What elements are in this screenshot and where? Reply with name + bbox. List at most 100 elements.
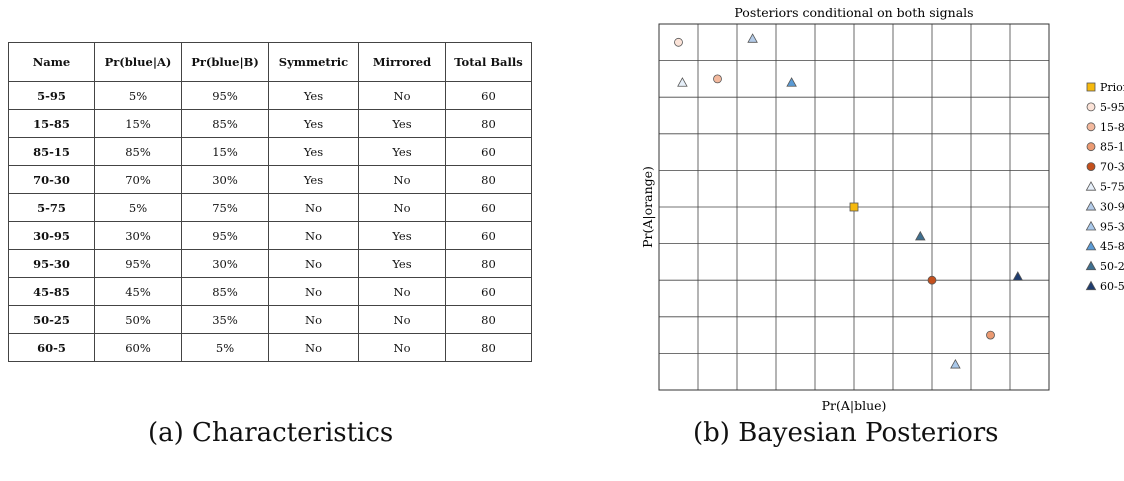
table-cell: 15%: [181, 137, 269, 166]
table-row: 95-30 95% 30% No Yes 80: [8, 249, 532, 278]
table-cell: Yes: [358, 109, 446, 138]
legend-marker-60-5: [1085, 280, 1097, 291]
table-cell: 30-95: [8, 221, 95, 250]
data-point-5-95: [674, 37, 683, 47]
table-cell: 95%: [181, 221, 269, 250]
table-cell: 60%: [94, 333, 182, 362]
table-cell: 95%: [94, 249, 182, 278]
table-cell: 30%: [181, 249, 269, 278]
table-cell: Yes: [358, 249, 446, 278]
table-cell: 80: [445, 249, 532, 278]
table-cell: No: [358, 277, 446, 306]
table-cell: Yes: [268, 109, 359, 138]
column-header-pr-blue-a: Pr(blue|A): [94, 42, 182, 82]
table-cell: Yes: [268, 165, 359, 194]
chart-title: Posteriors conditional on both signals: [734, 5, 973, 20]
data-point-5-75: [677, 77, 688, 87]
table-cell: 85%: [94, 137, 182, 166]
table-header-row: Name Pr(blue|A) Pr(blue|B) Symmetric Mir…: [8, 42, 532, 82]
table-row: 15-85 15% 85% Yes Yes 80: [8, 109, 532, 138]
table-cell: 30%: [94, 221, 182, 250]
characteristics-table: Name Pr(blue|A) Pr(blue|B) Symmetric Mir…: [8, 42, 532, 362]
posterior-scatter-chart: Posteriors conditional on both signals Pr…: [640, 5, 1124, 413]
table-cell: 80: [445, 305, 532, 334]
legend-label: Prior: [1100, 81, 1124, 94]
table-cell: 60: [445, 277, 532, 306]
data-point-45-85: [786, 77, 797, 87]
table-cell: 60: [445, 137, 532, 166]
legend-label: 30-95: [1100, 200, 1124, 213]
table-row: 85-15 85% 15% Yes Yes 60: [8, 137, 532, 166]
table-cell: Yes: [268, 137, 359, 166]
table-cell: 45%: [94, 277, 182, 306]
column-header-name: Name: [8, 42, 95, 82]
legend-marker-30-95: [1085, 200, 1097, 211]
table-cell: Yes: [358, 137, 446, 166]
table-cell: No: [358, 81, 446, 110]
table-cell: 80: [445, 109, 532, 138]
table-cell: 80: [445, 165, 532, 194]
table-cell: No: [358, 333, 446, 362]
data-point-70-30: [927, 275, 937, 285]
table-cell: No: [268, 277, 359, 306]
table-cell: 50%: [94, 305, 182, 334]
table-cell: 15-85: [8, 109, 95, 138]
table-body: 5-95 5% 95% Yes No 60 15-85 15% 85% Yes Yes 80 85-15…: [8, 81, 532, 362]
legend-label: 45-85: [1100, 240, 1124, 253]
table-cell: 30%: [181, 165, 269, 194]
legend-marker-50-25: [1085, 260, 1097, 271]
table-cell: 5-75: [8, 193, 95, 222]
table-cell: 5%: [94, 193, 182, 222]
table-cell: 45-85: [8, 277, 95, 306]
legend-marker-5-75: [1085, 181, 1097, 191]
column-header-mirrored: Mirrored: [358, 42, 446, 82]
legend-label: 5-75: [1100, 181, 1124, 194]
legend-label: 15-85: [1100, 121, 1124, 134]
table-cell: 75%: [181, 193, 269, 222]
data-point-60-5: [1012, 271, 1024, 281]
table-cell: 85%: [181, 277, 269, 306]
table-cell: 35%: [181, 305, 269, 334]
caption-characteristics: (a) Characteristics: [148, 418, 394, 448]
column-header-symmetric: Symmetric: [268, 42, 359, 82]
caption-bayesian-posteriors: (b) Bayesian Posteriors: [693, 418, 999, 448]
data-point-30-95: [747, 33, 758, 43]
data-point-15-85: [713, 74, 722, 84]
table-cell: Yes: [268, 81, 359, 110]
table-cell: No: [268, 305, 359, 334]
y-axis-label: Pr(A|orange): [640, 166, 655, 248]
legend-label: 60-5: [1100, 280, 1124, 293]
table-cell: 85-15: [8, 137, 95, 166]
table-cell: 70-30: [8, 165, 95, 194]
table-row: 5-75 5% 75% No No 60: [8, 193, 532, 222]
data-point-85-15: [986, 330, 995, 340]
table-cell: No: [268, 249, 359, 278]
table-row: 50-25 50% 35% No No 80: [8, 305, 532, 334]
legend-label: 70-30: [1100, 161, 1124, 174]
legend-marker-15-85: [1086, 122, 1096, 132]
legend-label: 95-30: [1100, 220, 1124, 233]
table-cell: 95%: [181, 81, 269, 110]
table-cell: 70%: [94, 165, 182, 194]
legend-marker-85-15: [1086, 142, 1096, 152]
table-row: 5-95 5% 95% Yes No 60: [8, 81, 532, 110]
table-cell: 15%: [94, 109, 182, 138]
legend-marker-prior: [1086, 82, 1096, 92]
data-point-50-25: [915, 230, 926, 241]
table-cell: 95-30: [8, 249, 95, 278]
table-cell: 50-25: [8, 305, 95, 334]
table-cell: 80: [445, 333, 532, 362]
legend-marker-5-95: [1086, 102, 1096, 112]
table-row: 45-85 45% 85% No No 60: [8, 277, 532, 306]
legend-marker-45-85: [1085, 240, 1097, 251]
table-cell: 60: [445, 81, 532, 110]
data-point-95-30: [950, 358, 961, 369]
plot-frame: [658, 23, 1050, 391]
table-cell: 85%: [181, 109, 269, 138]
table-cell: No: [268, 193, 359, 222]
table-cell: 5-95: [8, 81, 95, 110]
legend-marker-95-30: [1085, 220, 1097, 231]
legend-label: 85-15: [1100, 141, 1124, 154]
legend-label: 50-25: [1100, 260, 1124, 273]
column-header-total-balls: Total Balls: [445, 42, 532, 82]
